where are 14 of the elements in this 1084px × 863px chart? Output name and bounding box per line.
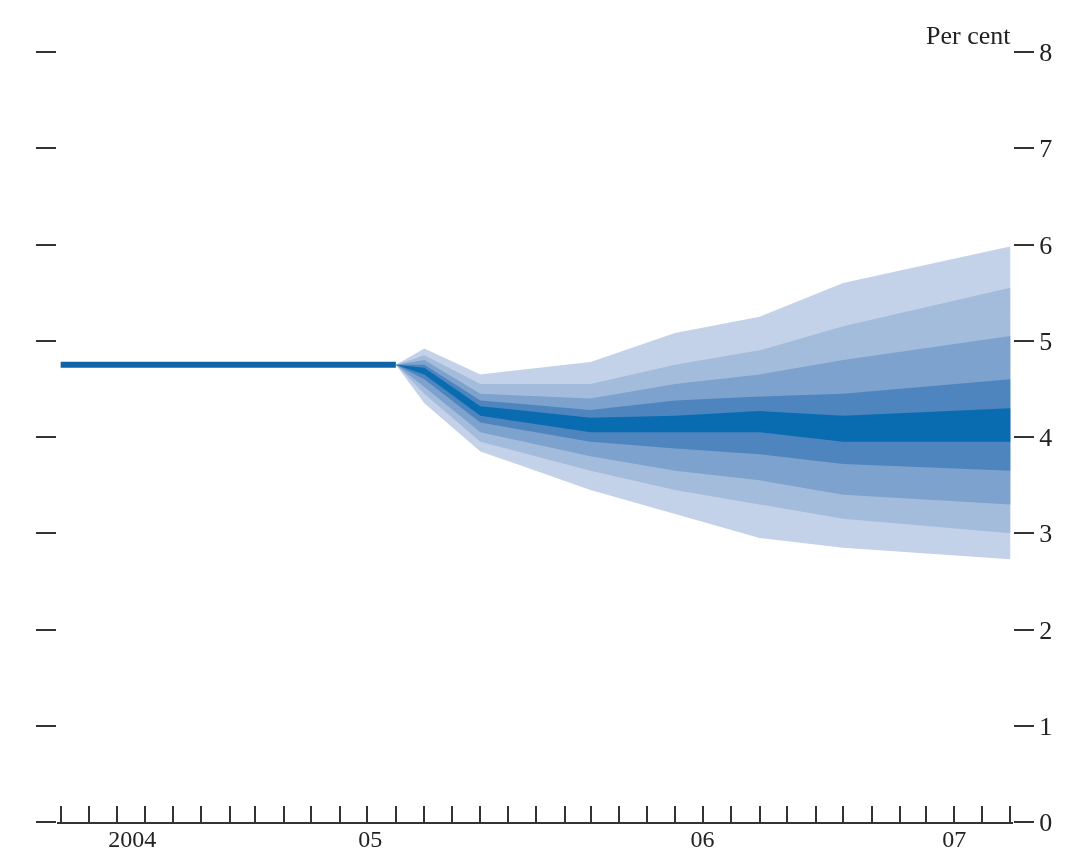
y-tick-label: 8 xyxy=(1039,38,1053,68)
x-tick-label: 07 xyxy=(942,826,967,852)
y-tick-label: 2 xyxy=(1039,615,1053,645)
x-tick-label: 05 xyxy=(358,826,383,852)
y-tick-label: 4 xyxy=(1039,423,1053,453)
y-axis-title: Per cent xyxy=(926,21,1012,50)
y-tick-label: 5 xyxy=(1039,326,1053,356)
y-tick-label: 6 xyxy=(1039,230,1053,260)
x-tick-label: 06 xyxy=(690,826,715,852)
y-tick-label: 1 xyxy=(1039,711,1053,741)
x-tick-label: 2004 xyxy=(108,826,157,852)
y-tick-label: 3 xyxy=(1039,519,1053,549)
y-tick-label: 0 xyxy=(1039,808,1053,838)
y-tick-label: 7 xyxy=(1039,134,1053,164)
